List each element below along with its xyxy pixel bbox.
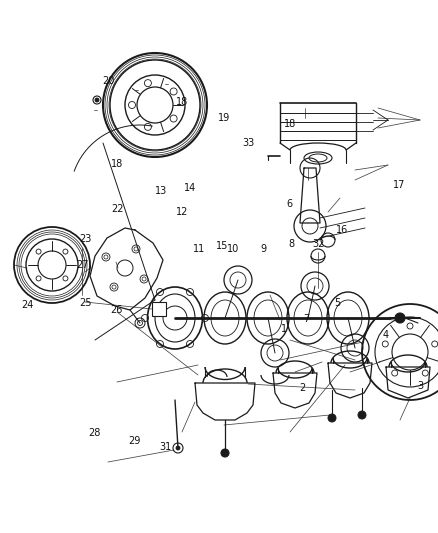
Text: 2: 2 [299,383,305,393]
Text: 17: 17 [393,181,406,190]
Text: 11: 11 [193,245,205,254]
Text: 6: 6 [286,199,292,208]
Circle shape [358,411,366,419]
Text: 9: 9 [261,245,267,254]
Text: 3: 3 [417,382,424,391]
Text: 5: 5 [334,298,340,308]
Text: 18: 18 [176,98,188,107]
Text: 7: 7 [304,314,310,324]
Text: 23: 23 [79,234,92,244]
Circle shape [395,313,405,323]
Circle shape [328,414,336,422]
Circle shape [95,98,99,102]
Text: 26: 26 [110,305,122,315]
Text: 8: 8 [288,239,294,249]
Text: 14: 14 [184,183,197,192]
Text: 19: 19 [218,114,230,123]
Text: 25: 25 [79,298,92,308]
Text: 18: 18 [111,159,124,169]
Text: 28: 28 [88,428,100,438]
Text: 1: 1 [281,325,287,334]
Text: 15: 15 [216,241,229,251]
FancyBboxPatch shape [152,302,166,316]
Text: 4: 4 [382,330,389,340]
Text: 13: 13 [155,186,167,196]
Text: 29: 29 [129,437,141,446]
Text: 20: 20 [102,76,115,86]
Text: 12: 12 [176,207,188,217]
Text: 18: 18 [284,119,296,128]
Text: 22: 22 [111,204,124,214]
Circle shape [221,449,229,457]
Text: 31: 31 [159,442,172,451]
Text: 33: 33 [243,138,255,148]
Text: 24: 24 [21,300,33,310]
Text: 32: 32 [313,239,325,249]
Circle shape [176,446,180,450]
Text: 16: 16 [336,225,349,235]
Text: 27: 27 [76,261,88,270]
Text: 10: 10 [227,245,239,254]
